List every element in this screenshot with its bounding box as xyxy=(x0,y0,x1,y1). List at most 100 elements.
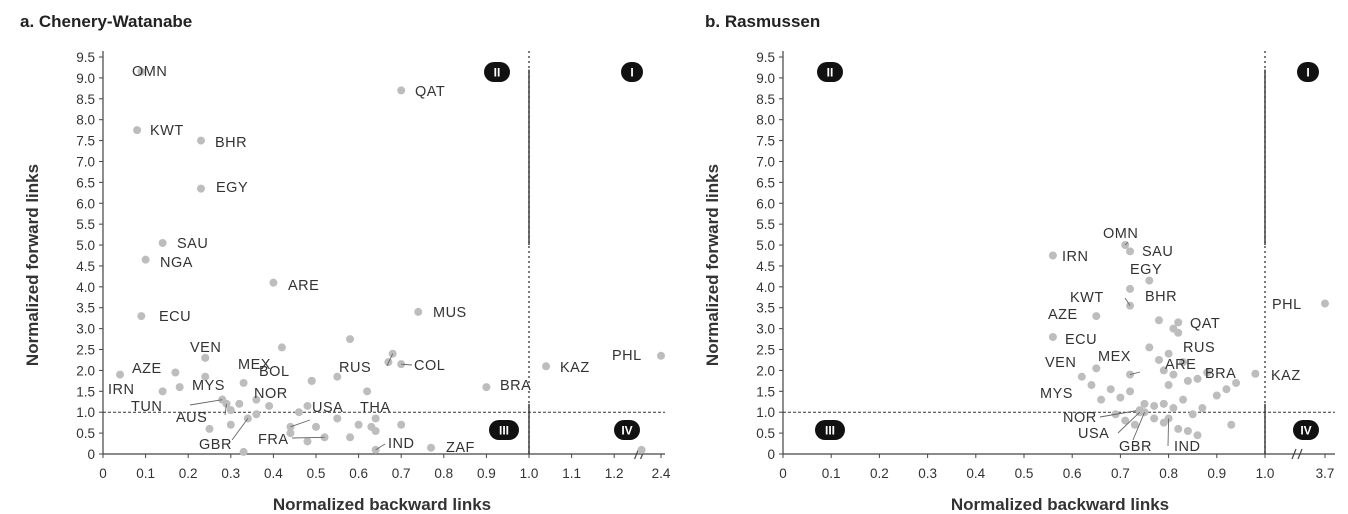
panel-b-x-tick-label: 3.7 xyxy=(1316,466,1335,481)
panel-a-scatter-point xyxy=(252,395,261,404)
panel-a-quadrant-badge-II xyxy=(484,62,510,82)
panel-b-x-tick-label: 0.4 xyxy=(966,466,985,481)
panel-a-point-label-rus: RUS xyxy=(339,360,371,376)
panel-a-scatter-point xyxy=(175,383,184,392)
panel-b-x-tick-label: 1.0 xyxy=(1256,466,1275,481)
panel-a-point-aze xyxy=(171,368,180,377)
panel-a-point-label-egy: EGY xyxy=(216,180,248,196)
panel-b-y-tick-label: 7.5 xyxy=(756,134,775,149)
panel-b-y-tick-label: 4.5 xyxy=(756,259,775,274)
panel-a-x-tick-label: 0.2 xyxy=(179,466,198,481)
panel-a-quadrant-badge-IV xyxy=(614,420,640,440)
panel-b-quadrant-label-I: I xyxy=(1306,66,1309,80)
panel-b-point-irn xyxy=(1048,251,1057,260)
panel-a-y-tick-label: 3.0 xyxy=(76,322,95,337)
panel-a-point-kaz xyxy=(542,362,551,371)
panel-b-quadrant-label-III: III xyxy=(825,424,835,438)
panel-b-leader-line-ind xyxy=(1167,418,1170,447)
panel-b-point-label-omn: OMN xyxy=(1103,226,1138,242)
panel-a-leader-line-col xyxy=(401,363,413,366)
panel-a-point-label-omn: OMN xyxy=(132,64,167,80)
panel-a-scatter-point xyxy=(346,335,355,344)
panel-a-point-sau xyxy=(158,238,167,247)
panel-b-scatter-point xyxy=(1126,387,1135,396)
panel-b-quadrant-badge-I xyxy=(1297,62,1319,82)
panel-b-point-ecu xyxy=(1048,332,1057,341)
panel-b-leader-line-kwt xyxy=(1124,297,1131,306)
panel-b-x-tick-label: 0.9 xyxy=(1207,466,1226,481)
panel-b-point-label-aze: AZE xyxy=(1048,307,1078,323)
panel-a-quadrant-label-IV: IV xyxy=(621,424,632,438)
panel-a-scatter-point xyxy=(397,420,406,429)
panel-b-scatter-point xyxy=(1106,385,1115,394)
panel-a-point-qat xyxy=(397,86,406,95)
panel-b-y-axis-label: Normalized forward links xyxy=(703,164,722,366)
panel-a-point-label-bra: BRA xyxy=(500,378,531,394)
panel-a-leader-line-gbr xyxy=(231,418,249,441)
panel-b-point-label-gbr: GBR xyxy=(1119,439,1152,455)
panel-b-point-label-sau: SAU xyxy=(1142,244,1173,260)
panel-a-scatter-point xyxy=(158,387,167,396)
panel-a-point-label-ecu: ECU xyxy=(159,309,191,325)
panel-a-quadrant-badge-III xyxy=(489,420,519,440)
panel-b-axis-break-mark xyxy=(1291,448,1297,460)
panel-a-scatter-point xyxy=(226,406,235,415)
panel-a-point-egy xyxy=(196,184,205,193)
panel-a-scatter-point xyxy=(286,429,295,438)
panel-b-y-tick-label: 5.5 xyxy=(756,217,775,232)
panel-b-axis-break-mark xyxy=(1297,448,1303,460)
panel-b-scatter-point xyxy=(1159,399,1168,408)
panel-b-point-label-are: ARE xyxy=(1165,357,1196,373)
panel-b-quadrant-badge-IV xyxy=(1293,420,1319,440)
panel-b-scatter-point xyxy=(1164,349,1173,358)
panel-b-y-tick-label: 5.0 xyxy=(756,238,775,253)
panel-a-scatter-point xyxy=(371,414,380,423)
panel-a-quadrant-badge-I xyxy=(621,62,643,82)
panel-a-y-tick-label: 4.0 xyxy=(76,280,95,295)
panel-a-scatter-point xyxy=(277,343,286,352)
panel-a-y-tick-label: 6.0 xyxy=(76,196,95,211)
panel-b-point-label-kaz: KAZ xyxy=(1271,368,1301,384)
panel-a-y-tick-label: 9.5 xyxy=(76,50,95,65)
panel-a-point-label-ind: IND xyxy=(388,436,414,452)
panel-a-point-label-ven: VEN xyxy=(190,340,221,356)
panel-b-y-tick-label: 4.0 xyxy=(756,280,775,295)
panel-b-point-phl xyxy=(1321,299,1329,308)
panel-a-x-tick-label: 0 xyxy=(99,466,107,481)
panel-b-y-tick-label: 3.0 xyxy=(756,322,775,337)
panel-b-x-axis-label: Normalized backward links xyxy=(951,495,1169,514)
panel-b-x-tick-label: 0.3 xyxy=(918,466,937,481)
panel-a-leader-line-rus xyxy=(386,353,394,367)
panel-b-scatter-point xyxy=(1179,358,1188,367)
panel-b-y-tick-label: 7.0 xyxy=(756,154,775,169)
panel-b-y-tick-label: 2.5 xyxy=(756,343,775,358)
panel-a-scatter-point xyxy=(205,424,214,433)
panel-a-quadrant-label-I: I xyxy=(630,66,633,80)
panel-a-point-label-zaf: ZAF xyxy=(446,440,475,456)
panel-a-leader-line-tun xyxy=(189,399,223,406)
panel-a-point-label-tha: THA xyxy=(360,400,391,416)
panel-a-y-tick-label: 5.0 xyxy=(76,238,95,253)
panel-b-scatter-point xyxy=(1227,420,1236,429)
panel-b-x-tick-label: 0.8 xyxy=(1159,466,1178,481)
panel-b-point-label-rus: RUS xyxy=(1183,340,1215,356)
panel-a-scatter-point xyxy=(226,420,235,429)
panel-b-y-tick-label: 8.0 xyxy=(756,113,775,128)
panel-b-point-rus xyxy=(1174,328,1183,337)
panel-b-point-bra xyxy=(1232,378,1241,387)
panel-a-x-tick-label: 1.0 xyxy=(520,466,539,481)
panel-b-point-label-egy: EGY xyxy=(1130,262,1162,278)
panel-a-point-label-phl: PHL xyxy=(612,348,642,364)
panel-b-y-tick-label: 1.0 xyxy=(756,405,775,420)
panel-a-point-label-bhr: BHR xyxy=(215,135,247,151)
panel-b-y-tick-label: 9.5 xyxy=(756,50,775,65)
panel-a-point-irn xyxy=(116,370,125,379)
panel-b-scatter-point xyxy=(1193,374,1202,383)
panel-b-scatter-point xyxy=(1087,381,1096,390)
panel-a-y-tick-label: 0.5 xyxy=(76,426,95,441)
panel-b-x-tick-label: 0.6 xyxy=(1063,466,1082,481)
panel-b-point-label-irn: IRN xyxy=(1062,249,1088,265)
panel-a-point-phl xyxy=(657,351,665,360)
panel-b-point-egy xyxy=(1145,276,1154,285)
